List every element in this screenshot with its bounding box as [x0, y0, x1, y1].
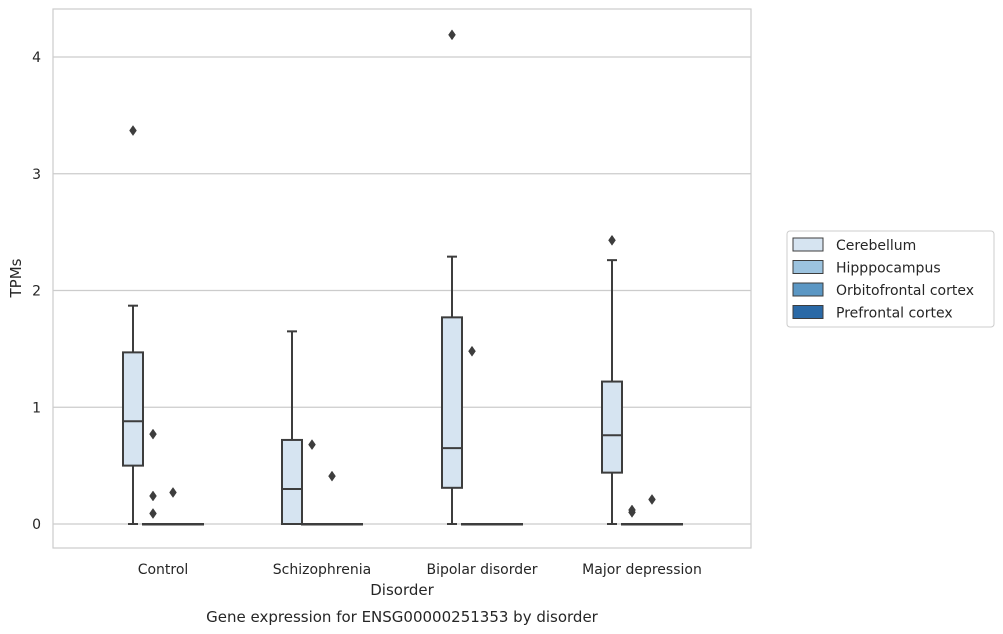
outlier-point	[628, 504, 636, 516]
legend: Cerebellum Hipppocampus Orbitofrontal cort…	[786, 230, 995, 328]
x-tick-label: Major depression	[582, 562, 702, 578]
box	[481, 523, 503, 526]
y-tick-label: 3	[32, 167, 41, 183]
box	[501, 523, 523, 526]
legend-label: Prefrontal cortex	[836, 306, 953, 322]
outlier-point	[149, 428, 157, 440]
legend-label: Hipppocampus	[836, 261, 941, 277]
outlier-point	[308, 439, 316, 451]
box	[182, 523, 204, 526]
box	[321, 470, 343, 526]
x-axis-label: Disorder	[370, 581, 434, 599]
chart-caption: Gene expression for ENSG00000251353 by d…	[206, 608, 599, 626]
legend-label: Cerebellum	[836, 238, 916, 254]
outlier-point	[129, 125, 137, 136]
box	[601, 234, 623, 525]
tick-layer: 0 1 2 3 4 Control Schizophrenia Bipolar disorde…	[32, 50, 702, 578]
outlier-point	[448, 29, 456, 41]
box	[461, 345, 483, 526]
y-tick-label: 0	[32, 517, 41, 533]
y-tick-label: 2	[32, 284, 41, 300]
box	[341, 523, 363, 526]
grid-layer	[53, 56, 751, 525]
legend-label: Orbitofrontal cortex	[836, 283, 974, 299]
outlier-point	[468, 345, 476, 357]
outlier-point	[149, 508, 157, 519]
y-axis-label: TPMs	[7, 258, 25, 298]
legend-swatch	[792, 305, 824, 319]
box-body	[281, 438, 303, 525]
box	[162, 487, 184, 526]
plot-frame	[52, 8, 752, 549]
box	[661, 523, 683, 526]
outlier-point	[328, 470, 336, 482]
box	[641, 494, 663, 526]
box-body	[122, 351, 144, 467]
outlier-point	[149, 490, 157, 502]
x-tick-label: Bipolar disorder	[426, 562, 537, 578]
box-body	[601, 380, 623, 474]
box-layer	[122, 29, 683, 526]
legend-swatch	[792, 237, 824, 252]
box	[621, 504, 643, 526]
x-tick-label: Control	[138, 562, 189, 578]
box	[301, 439, 323, 526]
outlier-point	[648, 494, 656, 505]
x-tick-label: Schizophrenia	[273, 562, 371, 578]
legend-swatch	[792, 260, 824, 274]
box	[281, 330, 303, 525]
box	[441, 29, 463, 525]
box	[142, 428, 164, 526]
y-tick-label: 1	[32, 400, 41, 416]
outlier-point	[608, 234, 616, 246]
box	[122, 125, 144, 525]
y-tick-label: 4	[32, 50, 41, 66]
box-body	[441, 316, 463, 489]
legend-frame	[786, 230, 995, 328]
legend-swatch	[792, 282, 824, 297]
outlier-point	[169, 487, 177, 498]
